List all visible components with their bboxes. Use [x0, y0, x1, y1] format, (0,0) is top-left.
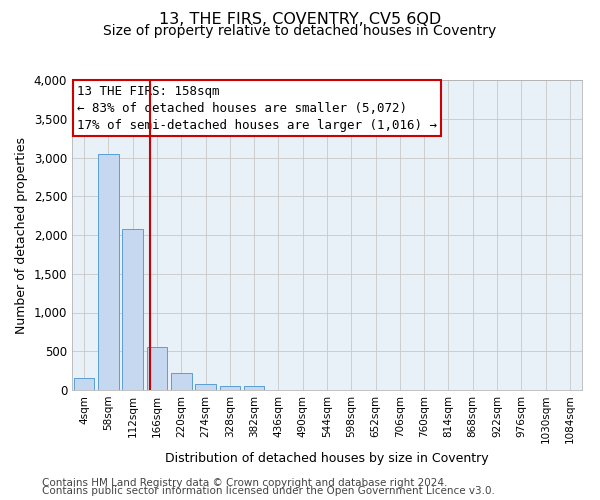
- Text: Contains HM Land Registry data © Crown copyright and database right 2024.: Contains HM Land Registry data © Crown c…: [42, 478, 448, 488]
- Y-axis label: Number of detached properties: Number of detached properties: [15, 136, 28, 334]
- Bar: [146, 348, 167, 390]
- Text: Size of property relative to detached houses in Coventry: Size of property relative to detached ho…: [103, 24, 497, 38]
- Bar: [244, 386, 265, 390]
- Bar: [122, 229, 143, 390]
- Bar: [195, 384, 216, 390]
- Bar: [98, 154, 119, 390]
- Bar: [74, 378, 94, 390]
- Text: 13 THE FIRS: 158sqm
← 83% of detached houses are smaller (5,072)
17% of semi-det: 13 THE FIRS: 158sqm ← 83% of detached ho…: [77, 84, 437, 132]
- Bar: [171, 373, 191, 390]
- Bar: [220, 386, 240, 390]
- Text: 13, THE FIRS, COVENTRY, CV5 6QD: 13, THE FIRS, COVENTRY, CV5 6QD: [159, 12, 441, 28]
- X-axis label: Distribution of detached houses by size in Coventry: Distribution of detached houses by size …: [165, 452, 489, 465]
- Text: Contains public sector information licensed under the Open Government Licence v3: Contains public sector information licen…: [42, 486, 495, 496]
